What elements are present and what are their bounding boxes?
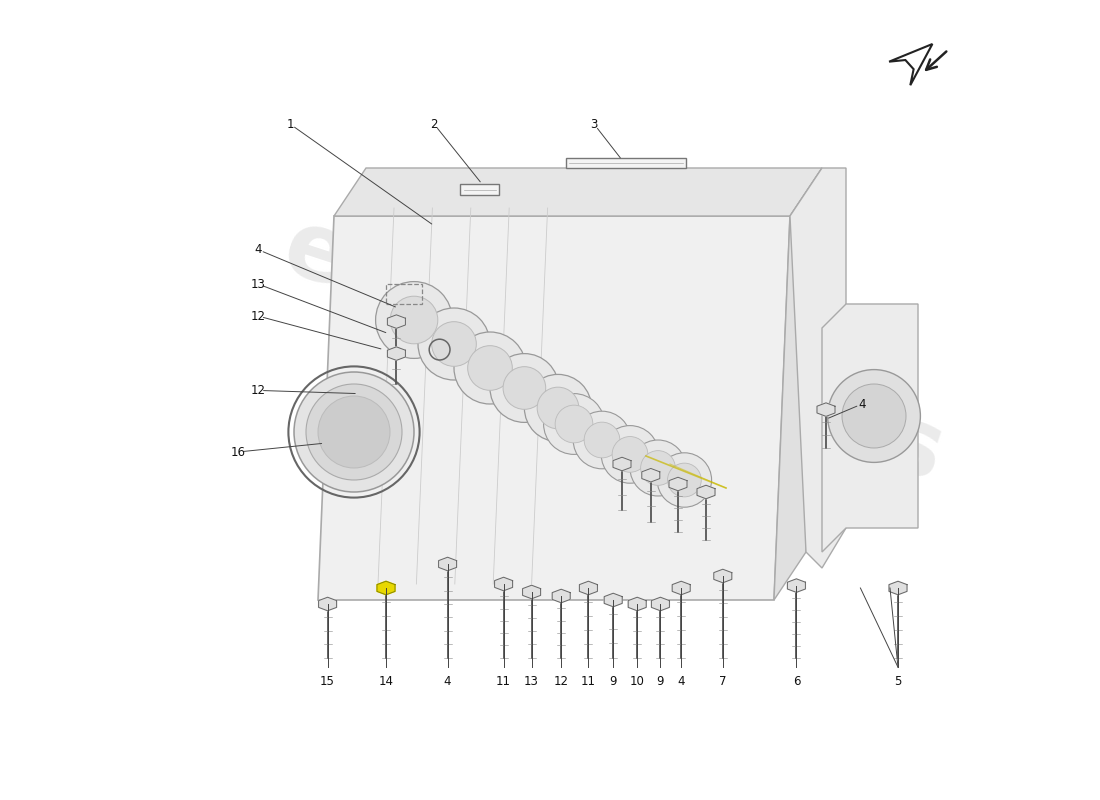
Text: 4: 4	[678, 675, 685, 688]
Circle shape	[556, 405, 593, 443]
Polygon shape	[714, 570, 732, 582]
Circle shape	[630, 440, 686, 496]
Text: 11: 11	[581, 675, 596, 688]
Circle shape	[294, 372, 414, 492]
Circle shape	[454, 332, 526, 404]
Text: 4: 4	[444, 675, 451, 688]
Circle shape	[657, 453, 712, 507]
Text: 6: 6	[793, 675, 800, 688]
Polygon shape	[774, 168, 822, 600]
Circle shape	[490, 354, 559, 422]
Text: 7: 7	[719, 675, 726, 688]
Text: since 1985: since 1985	[470, 382, 823, 546]
Text: 5: 5	[894, 675, 902, 688]
Polygon shape	[522, 586, 540, 598]
Polygon shape	[651, 598, 670, 610]
Polygon shape	[790, 168, 846, 568]
Polygon shape	[817, 403, 835, 416]
Text: 14: 14	[378, 675, 394, 688]
Polygon shape	[318, 216, 790, 600]
Circle shape	[640, 450, 675, 486]
Polygon shape	[566, 158, 686, 168]
Circle shape	[584, 422, 620, 458]
Text: 9: 9	[657, 675, 664, 688]
Polygon shape	[822, 304, 918, 552]
Circle shape	[573, 411, 630, 469]
Circle shape	[525, 374, 592, 442]
Circle shape	[418, 308, 490, 380]
Polygon shape	[889, 582, 908, 594]
Text: eurocarparts: eurocarparts	[273, 202, 956, 502]
Polygon shape	[641, 469, 660, 482]
Text: 1: 1	[286, 118, 294, 130]
Polygon shape	[552, 590, 570, 602]
Text: 13: 13	[525, 675, 539, 688]
Circle shape	[612, 437, 648, 472]
Text: 12: 12	[251, 384, 265, 397]
Circle shape	[503, 366, 546, 410]
Polygon shape	[628, 598, 646, 610]
Circle shape	[431, 322, 476, 366]
Circle shape	[543, 394, 604, 454]
Polygon shape	[461, 184, 498, 195]
Circle shape	[390, 296, 438, 344]
Polygon shape	[788, 579, 805, 592]
Circle shape	[842, 384, 906, 448]
Polygon shape	[387, 347, 406, 360]
Text: 2: 2	[430, 118, 438, 130]
Polygon shape	[387, 315, 406, 328]
Circle shape	[306, 384, 402, 480]
Circle shape	[468, 346, 513, 390]
Text: 15: 15	[320, 675, 336, 688]
Polygon shape	[672, 582, 690, 594]
Polygon shape	[669, 478, 688, 490]
Text: 3: 3	[591, 118, 597, 130]
Polygon shape	[697, 486, 715, 498]
Text: 16: 16	[231, 446, 245, 458]
Circle shape	[375, 282, 452, 358]
Polygon shape	[377, 582, 395, 594]
Text: a passion for parts since 1985: a passion for parts since 1985	[448, 467, 781, 557]
Polygon shape	[613, 458, 631, 470]
Text: 13: 13	[251, 278, 265, 290]
Text: 9: 9	[609, 675, 617, 688]
Text: 11: 11	[496, 675, 512, 688]
Polygon shape	[334, 168, 822, 216]
Text: 4: 4	[858, 398, 866, 410]
Circle shape	[602, 426, 659, 483]
Polygon shape	[580, 582, 597, 594]
Polygon shape	[604, 594, 623, 606]
Text: 10: 10	[630, 675, 645, 688]
Circle shape	[827, 370, 921, 462]
Circle shape	[318, 396, 390, 468]
Polygon shape	[439, 558, 456, 570]
Text: 12: 12	[251, 310, 265, 322]
Polygon shape	[495, 578, 513, 590]
Text: 4: 4	[254, 243, 262, 256]
Circle shape	[668, 463, 702, 497]
Circle shape	[537, 387, 579, 429]
Text: 12: 12	[553, 675, 569, 688]
Polygon shape	[319, 598, 337, 610]
